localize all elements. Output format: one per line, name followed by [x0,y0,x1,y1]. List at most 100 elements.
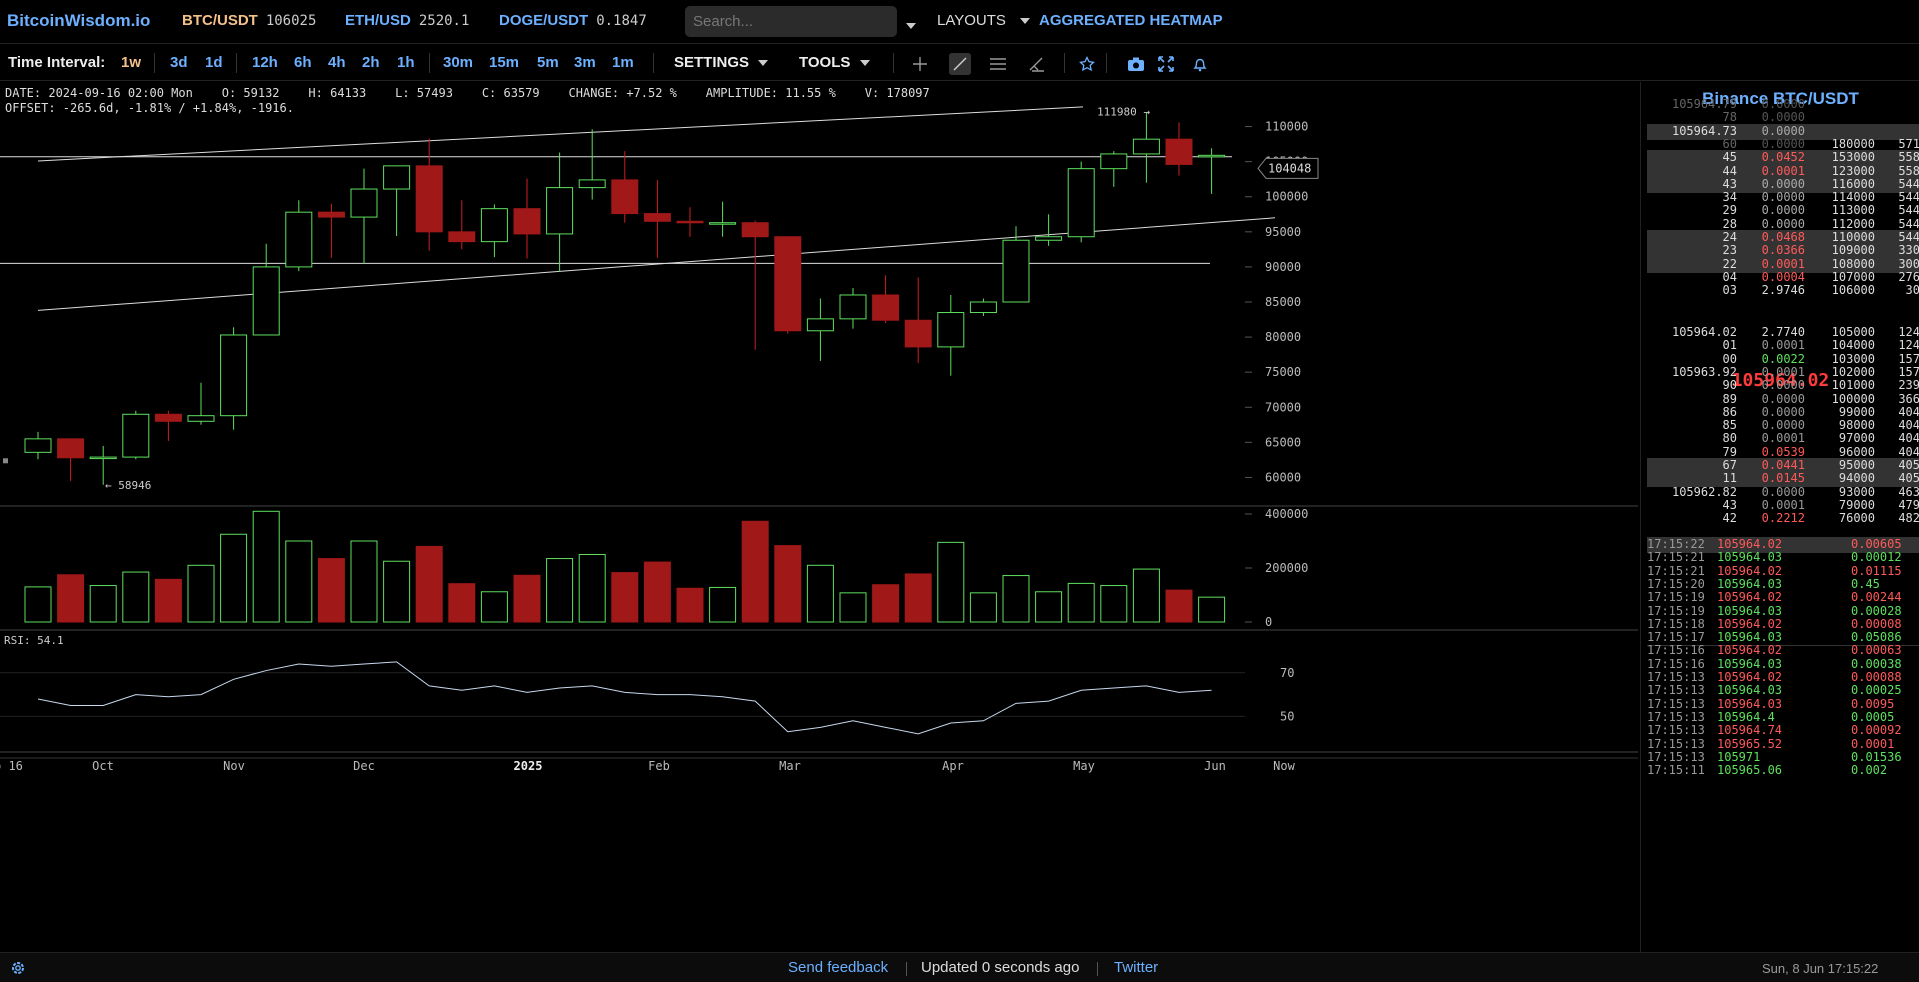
layouts-menu[interactable]: LAYOUTS [937,12,1031,29]
row-qty: 0.0022 [1761,351,1805,366]
logo[interactable]: BitcoinWisdom.io [7,11,151,30]
volume-bar [285,540,313,623]
interval-1d[interactable]: 1d [205,54,223,71]
bid-row: 01 0.0001 104000 124 [1647,338,1919,354]
trade-row: 17:15:11 105965.06 0.002 [1647,763,1919,779]
search-dropdown[interactable] [906,17,916,34]
volume-bar [806,564,834,623]
row-book-qty: 157 [1898,364,1919,379]
trade-time: 17:15:19 [1647,590,1705,605]
volume-bar [546,558,574,623]
row-price: 34 [1722,190,1737,205]
row-book-qty: 300 [1898,256,1919,271]
horizontal-lines-icon[interactable] [987,53,1009,75]
feedback-link[interactable]: Send feedback [788,959,889,976]
trade-time: 17:15:18 [1647,616,1705,631]
orderbook-title[interactable]: Binance BTC/USDT [1702,89,1859,108]
volume-bar [1067,582,1095,623]
ticker-eth[interactable]: ETH/USD 2520.1 [345,12,469,29]
tools-menu[interactable]: TOOLS [799,54,870,71]
row-qty: 0.0001 [1761,163,1805,178]
row-price: 23 [1722,243,1737,258]
tools-label: TOOLS [799,54,851,71]
row-qty: 0.2212 [1761,511,1805,526]
row-qty: 0.0001 [1761,431,1805,446]
x-tick-label: Now [1273,759,1295,773]
row-price: 03 [1722,283,1737,298]
candle-body [252,266,280,336]
volume-bar [709,586,737,623]
trade-price: 105965.06 [1717,763,1783,778]
trade-qty: 0.00012 [1851,550,1902,565]
trade-row: 17:15:18 105964.02 0.00008 [1647,617,1919,633]
trade-row: 17:15:13 105965.52 0.0001 [1647,737,1919,753]
volume-bar [1100,585,1128,623]
bell-icon[interactable] [1189,53,1211,75]
volume-bar [187,564,215,623]
volume-bar [122,571,150,623]
volume-bar [1132,568,1160,623]
ask-row: 44 0.0001 123000 558 [1647,163,1919,180]
fullscreen-icon[interactable] [1155,53,1177,75]
row-book-price: 101000 [1831,378,1875,393]
ticker-value: 2520.1 [418,13,470,29]
volume-bar [578,554,606,623]
aggregated-heatmap-link[interactable]: AGGREGATED HEATMAP [1039,12,1223,29]
trade-price: 105964.02 [1717,537,1783,551]
pen-icon[interactable] [1026,53,1048,75]
interval-5m[interactable]: 5m [537,54,559,71]
trade-qty: 0.00605 [1851,537,1902,551]
volume-tick-label: 200000 [1265,561,1308,575]
interval-1m[interactable]: 1m [612,54,634,71]
settings-gear-icon[interactable] [10,960,26,980]
interval-30m[interactable]: 30m [443,54,474,71]
interval-3d[interactable]: 3d [170,54,188,71]
interval-4h[interactable]: 4h [328,54,346,71]
ticker-doge[interactable]: DOGE/USDT 0.1847 [499,12,647,29]
price-tick-label: 100000 [1265,190,1308,204]
row-book-price: 93000 [1838,484,1875,499]
bid-row: 67 0.0441 95000 405 [1647,458,1919,474]
camera-icon[interactable] [1125,53,1147,75]
row-book-price: 110000 [1831,230,1875,244]
star-icon[interactable] [1076,53,1098,75]
trade-time: 17:15:13 [1647,749,1705,764]
trade-price: 105964.02 [1717,563,1783,578]
crosshair-icon[interactable] [909,53,931,75]
row-price: 85 [1722,418,1737,433]
interval-1h[interactable]: 1h [397,54,415,71]
line-icon[interactable] [949,53,971,75]
interval-6h[interactable]: 6h [294,54,312,71]
settings-menu[interactable]: SETTINGS [674,54,769,71]
volume-bar [839,592,867,623]
row-book-qty: 404 [1898,404,1919,419]
trade-qty: 0.0001 [1851,736,1895,751]
interval-12h[interactable]: 12h [252,54,278,71]
candlestick-chart[interactable]: 1100001050001000009500090000850008000075… [0,82,1638,952]
row-qty: 0.0000 [1761,203,1805,218]
interval-3m[interactable]: 3m [574,54,596,71]
volume-bar [1165,589,1193,623]
volume-bar [872,584,900,623]
candle-body [937,312,965,348]
interval-1w[interactable]: 1w [121,54,142,71]
search-input[interactable] [685,6,897,37]
ask-row: 105964.79 0.0000 [1647,97,1919,113]
candle-body [709,222,737,225]
clock: Sun, 8 Jun 17:15:22 [1762,961,1879,976]
row-book-price: 100000 [1831,391,1875,406]
row-qty: 0.0366 [1761,243,1805,258]
chart-area[interactable]: DATE: 2024-09-16 02:00 Mon O: 59132 H: 6… [0,82,1638,952]
rsi-tick-label: 50 [1280,709,1294,723]
row-book-qty: 366 [1898,391,1919,406]
twitter-link[interactable]: Twitter [1114,959,1159,976]
trade-time: 17:15:13 [1647,709,1705,724]
row-book-price: 180000 [1831,136,1875,151]
divider [154,53,155,73]
interval-15m[interactable]: 15m [489,54,520,71]
ticker-btc[interactable]: BTC/USDT 106025 [182,12,316,29]
row-book-qty: 404 [1898,418,1919,433]
price-tick-label: 70000 [1265,400,1301,414]
row-qty: 0.0001 [1761,338,1805,353]
interval-2h[interactable]: 2h [362,54,380,71]
